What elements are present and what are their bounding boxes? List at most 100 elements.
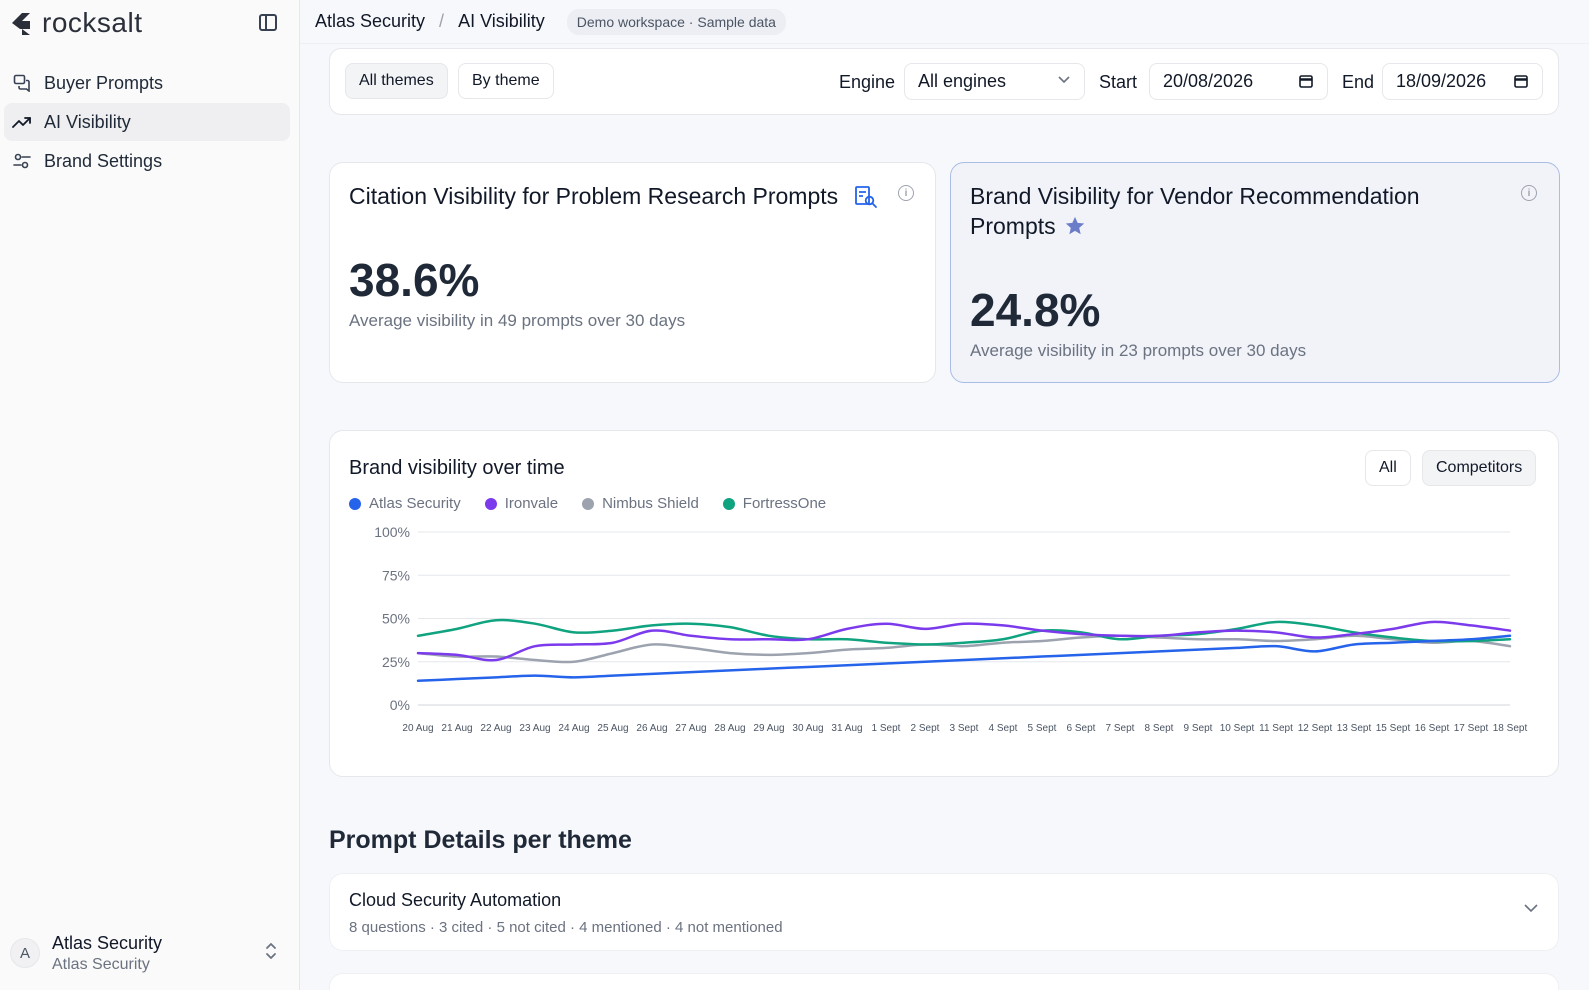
legend-label: Ironvale (504, 495, 559, 512)
start-label: Start (1099, 72, 1138, 92)
by-theme-button[interactable]: By theme (458, 63, 554, 99)
series-line-nimbus-shield[interactable] (416, 634, 1512, 664)
x-tick-label: 18 Sept (1493, 723, 1528, 734)
x-tick-label: 16 Sept (1415, 723, 1450, 734)
end-date-value: 18/09/2026 (1396, 71, 1487, 91)
end-date-input[interactable]: 18/09/2026 (1382, 63, 1543, 100)
breadcrumb-current: AI Visibility (458, 11, 545, 31)
legend-dot (349, 497, 361, 510)
engine-select-value: All engines (918, 71, 1007, 91)
x-tick-label: 21 Aug (441, 723, 472, 734)
x-tick-label: 8 Sept (1145, 723, 1174, 734)
x-tick-label: 6 Sept (1067, 723, 1096, 734)
info-icon[interactable]: i (898, 185, 914, 201)
chart-title: Brand visibility over time (349, 457, 565, 479)
theme-name: Cloud Security Automation (349, 890, 562, 910)
chat-bubbles-icon (12, 73, 32, 93)
x-tick-label: 28 Aug (714, 723, 745, 734)
engine-label: Engine (839, 72, 896, 92)
logo[interactable]: rocksalt (8, 7, 142, 38)
sidebar-item-buyer-prompts[interactable]: Buyer Prompts (4, 64, 290, 102)
breadcrumb-workspace[interactable]: Atlas Security (315, 11, 426, 31)
breadcrumb-separator: / (439, 11, 445, 31)
theme-card[interactable] (329, 973, 1559, 990)
kpi-title-line2-text: Prompts (970, 213, 1056, 239)
x-tick-label: 3 Sept (950, 723, 979, 734)
sidebar-item-brand-settings[interactable]: Brand Settings (4, 142, 290, 180)
x-tick-label: 4 Sept (989, 723, 1018, 734)
legend-item[interactable]: Ironvale (484, 495, 559, 512)
x-tick-label: 30 Aug (792, 723, 823, 734)
legend-item[interactable]: Atlas Security (349, 495, 461, 512)
kpi-title-line1: Brand Visibility for Vendor Recommendati… (970, 183, 1420, 209)
x-tick-label: 22 Aug (480, 723, 511, 734)
legend-item[interactable]: FortressOne (722, 495, 826, 512)
kpi-subtitle: Average visibility in 23 prompts over 30… (970, 341, 1307, 360)
y-tick-label: 100% (374, 524, 410, 540)
x-tick-label: 29 Aug (753, 723, 784, 734)
trend-up-icon (12, 112, 32, 132)
sidebar-toggle-icon[interactable] (259, 14, 277, 31)
legend-label: Nimbus Shield (602, 495, 699, 512)
start-date-value: 20/08/2026 (1163, 71, 1254, 91)
kpi-citation-visibility: Citation Visibility for Problem Research… (329, 162, 936, 383)
y-tick-label: 25% (382, 654, 410, 670)
info-icon[interactable]: i (1521, 185, 1537, 201)
theme-card[interactable]: Cloud Security Automation 8 questions · … (329, 873, 1559, 951)
avatar: A (10, 938, 40, 968)
y-tick-label: 0% (390, 697, 410, 713)
prompt-details-title: Prompt Details per theme (329, 826, 632, 854)
y-tick-label: 75% (382, 567, 410, 583)
kpi-value: 24.8% (970, 284, 1101, 336)
sliders-icon (12, 151, 32, 171)
brand-visibility-chart-card: 0% 25% 50% 75% 100% 20 Aug 21 Aug 22 Aug 23 Aug 2… (329, 430, 1559, 777)
line-chart: 0% 25% 50% 75% 100% 20 Aug 21 Aug 22 Aug 23 Aug 2… (374, 524, 1528, 734)
x-tick-label: 26 Aug (636, 723, 667, 734)
x-tick-label: 24 Aug (558, 723, 589, 734)
all-toggle-button[interactable]: All (1365, 450, 1411, 486)
x-tick-label: 5 Sept (1028, 723, 1057, 734)
x-tick-label: 9 Sept (1184, 723, 1213, 734)
series-line-ironvale[interactable] (416, 620, 1512, 662)
calendar-icon[interactable] (1514, 74, 1528, 88)
rocksalt-logo-icon (12, 13, 30, 35)
kpi-value: 38.6% (349, 254, 480, 306)
kpi-title-text: Citation Visibility for Problem Research… (349, 183, 839, 209)
user-name: Atlas Security (52, 932, 163, 953)
chevron-up-down-icon (266, 943, 276, 959)
series-line-atlas-security[interactable] (416, 634, 1512, 683)
calendar-icon[interactable] (1299, 74, 1313, 88)
y-tick-label: 50% (382, 611, 410, 627)
chevron-down-icon[interactable] (1524, 904, 1538, 913)
sidebar: rocksalt Buyer Prompts AI Visibility (0, 0, 300, 990)
kpi-brand-visibility: Brand Visibility for Vendor Recommendati… (950, 162, 1560, 383)
filter-bar: All themes By theme Engine All engines S… (329, 48, 1559, 115)
x-tick-label: 20 Aug (402, 723, 433, 734)
chart-legend: Atlas Security Ironvale Nimbus Shield Fortr… (349, 495, 826, 512)
legend-item[interactable]: Nimbus Shield (582, 495, 699, 512)
legend-dot (722, 497, 735, 510)
header: Atlas Security / AI Visibility Demo work… (300, 0, 1589, 44)
sidebar-item-ai-visibility[interactable]: AI Visibility (4, 103, 290, 141)
x-tick-label: 12 Sept (1298, 723, 1333, 734)
chevron-down-icon (1058, 76, 1070, 84)
legend-dot (484, 497, 497, 510)
all-themes-button[interactable]: All themes (345, 63, 448, 99)
competitors-toggle-button[interactable]: Competitors (1422, 450, 1537, 486)
x-tick-label: 13 Sept (1337, 723, 1372, 734)
start-date-input[interactable]: 20/08/2026 (1149, 63, 1328, 100)
demo-badge: Demo workspace · Sample data (566, 8, 786, 35)
engine-select[interactable]: All engines (904, 63, 1085, 100)
x-tick-label: 15 Sept (1376, 723, 1411, 734)
user-org: Atlas Security (52, 955, 150, 973)
theme-meta: 8 questions · 3 cited · 5 not cited · 4 … (349, 919, 783, 936)
search-document-icon (855, 186, 877, 208)
legend-dot (582, 497, 595, 510)
x-tick-label: 23 Aug (519, 723, 550, 734)
star-icon (1065, 216, 1084, 235)
sidebar-item-label: AI Visibility (44, 111, 131, 132)
series-line-fortressone[interactable] (416, 618, 1512, 646)
sidebar-item-label: Brand Settings (44, 150, 163, 171)
kpi-title: Brand Visibility for Vendor Recommendati… (970, 181, 1420, 241)
user-switcher[interactable]: A Atlas Security Atlas Security (10, 928, 290, 978)
